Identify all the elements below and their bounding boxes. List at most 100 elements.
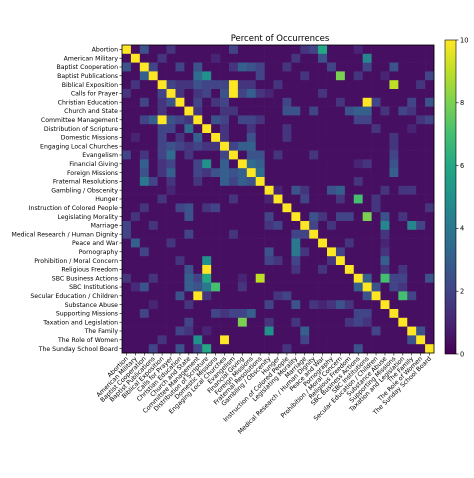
heatmap-cell [130,89,141,99]
heatmap-cell [220,80,230,90]
heatmap-cell [300,317,310,327]
heatmap-cell [166,317,176,327]
heatmap-cell [273,159,283,169]
heatmap-cell [380,335,390,345]
heatmap-cell [273,265,283,275]
heatmap-cell [353,247,363,257]
heatmap-cell [389,344,399,354]
heatmap-cell [193,150,203,160]
heatmap-cell [237,265,248,275]
heatmap-cell [193,300,203,310]
heatmap-cell [407,344,417,354]
heatmap-cell [291,185,301,195]
heatmap-cell [166,97,176,107]
heatmap-cell [237,247,248,257]
heatmap-cell [122,335,132,345]
heatmap-cell [166,115,176,125]
heatmap-cell [130,124,141,134]
heatmap-cell [122,141,132,151]
heatmap-cell [130,45,141,55]
heatmap-cell [273,247,283,257]
heatmap-cell [425,282,435,292]
heatmap-cell [184,229,194,239]
heatmap-cell [264,273,274,283]
heatmap-cell [211,53,221,63]
heatmap-cell [139,168,150,178]
heatmap-cell [273,53,283,63]
heatmap-cell [130,309,141,319]
heatmap-cell [398,177,408,187]
heatmap-cell [184,282,194,292]
heatmap-cell [139,141,150,151]
heatmap-cell [237,62,248,72]
heatmap-cell [327,335,337,345]
heatmap-cell [237,335,248,345]
heatmap-cell [407,229,417,239]
heatmap-cell [228,62,239,72]
heatmap-cell [122,247,132,257]
heatmap-cell [407,141,417,151]
heatmap-cell [255,282,265,292]
heatmap-cell [246,247,257,257]
heatmap-cell [353,256,363,266]
heatmap-cell [139,309,150,319]
y-tick-label: Evangelism [82,152,118,159]
heatmap-cell [344,282,355,292]
heatmap-cell [335,194,346,204]
heatmap-cell [407,53,417,63]
heatmap-cell [344,229,355,239]
heatmap-cell [246,309,257,319]
heatmap-cell [273,221,283,231]
heatmap-cell [389,203,399,213]
heatmap-cell [255,300,265,310]
heatmap-cell [344,194,355,204]
heatmap-cell [202,309,212,319]
heatmap-cell [175,247,185,257]
heatmap-cell [389,150,399,160]
heatmap-cell [175,177,185,187]
heatmap-cell [148,194,158,204]
heatmap-cell [237,45,248,55]
heatmap-cell [309,273,319,283]
heatmap-cell [220,309,230,319]
heatmap-cell [148,326,158,336]
heatmap-cell [130,168,141,178]
heatmap-cell [344,133,355,143]
y-tick-label: Supporting Missions [56,311,118,318]
heatmap-cell [264,194,274,204]
heatmap-cell [398,168,408,178]
heatmap-cell [362,106,372,116]
heatmap-cell [193,133,203,143]
heatmap-cell [407,177,417,187]
heatmap-cell [362,203,372,213]
y-tick-label: Medical Research / Human Dignity [12,231,119,238]
heatmap-cell [398,229,408,239]
heatmap-cell [371,115,381,125]
heatmap-cell [380,133,390,143]
colorbar-tick-label: 10 [460,36,468,44]
heatmap-cell [398,344,408,354]
heatmap-cell [282,62,292,72]
heatmap-cell [202,141,212,151]
heatmap-cell [175,344,185,354]
heatmap-cell [389,238,399,248]
heatmap-cell [389,45,399,55]
heatmap-cell [193,62,203,72]
heatmap-cell [273,133,283,143]
heatmap-cell [148,317,158,327]
colorbar-tick-label: 8 [460,99,464,107]
y-tick-label: Abortion [92,47,118,54]
heatmap-cell [380,159,390,169]
y-tick-label: Marriage [91,223,119,230]
heatmap-cell [139,282,150,292]
heatmap-cell [148,229,158,239]
heatmap-cell [362,221,372,231]
heatmap-cell [228,309,239,319]
heatmap-cell [327,97,337,107]
heatmap-cell [139,97,150,107]
heatmap-cell [130,247,141,257]
heatmap-cell [273,45,283,55]
heatmap-cell [264,150,274,160]
heatmap-cell [300,273,310,283]
heatmap-cell [398,282,408,292]
